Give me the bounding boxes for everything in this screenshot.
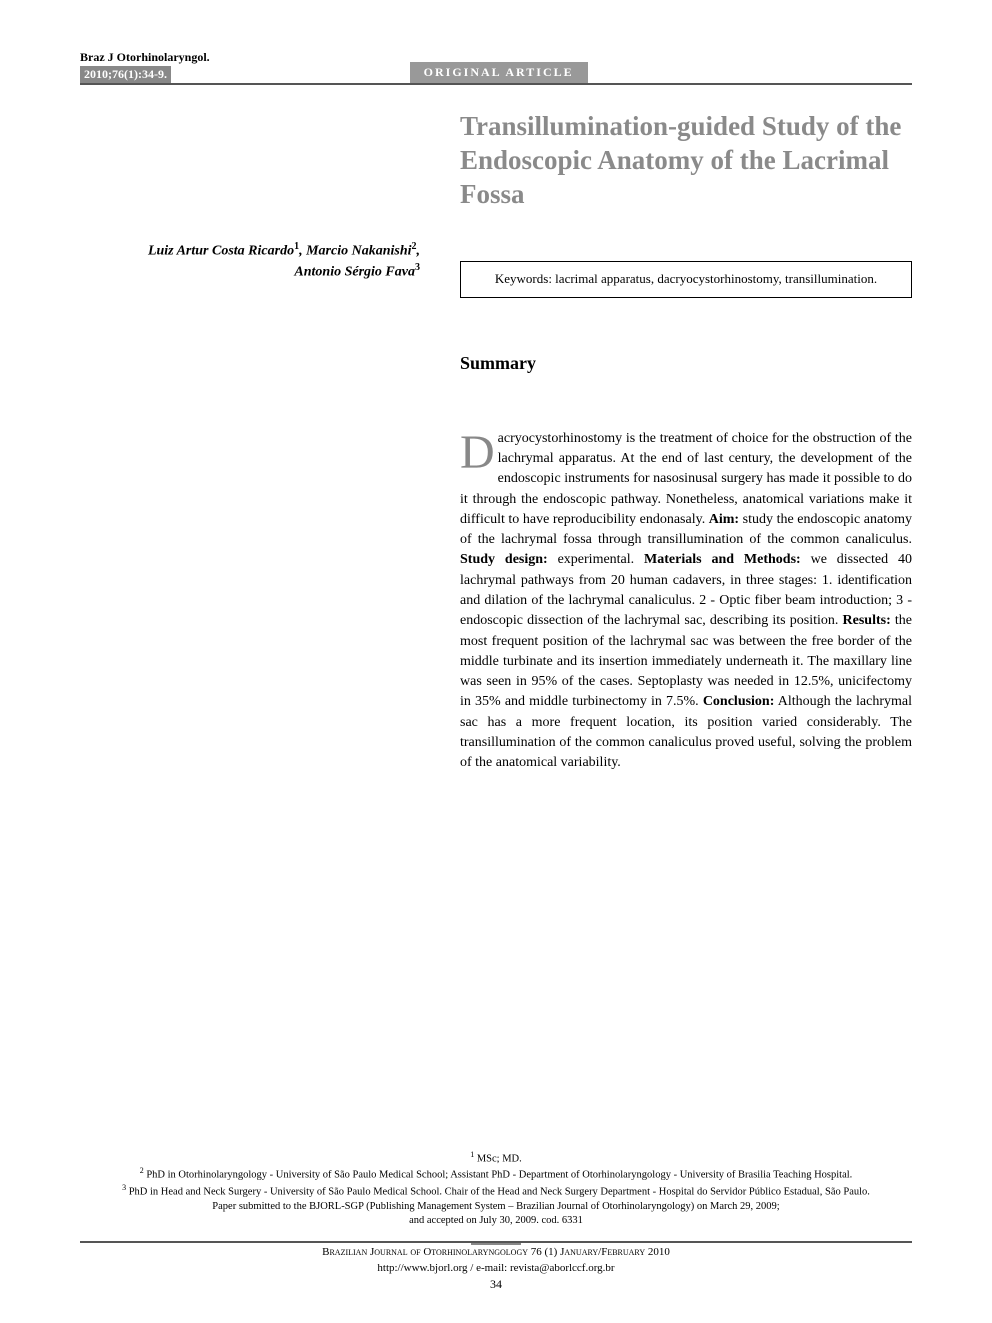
article-type-bar: ORIGINAL ARTICLE — [230, 50, 912, 83]
summary-heading: Summary — [460, 353, 912, 374]
right-column: Transillumination-guided Study of the En… — [460, 110, 912, 773]
summary-body: Dacryocystorhinostomy is the treatment o… — [460, 429, 912, 774]
conclusion-label: Conclusion: — [703, 694, 775, 709]
journal-reference: Braz J Otorhinolaryngol. 2010;76(1):34-9… — [80, 50, 230, 83]
footnote-2: 2 PhD in Otorhinolaryngology - Universit… — [80, 1166, 912, 1183]
author-2: Marcio Nakanishi — [306, 244, 411, 259]
design-text: experimental. — [548, 552, 644, 567]
footer-rule — [80, 1241, 912, 1243]
header-bar: Braz J Otorhinolaryngol. 2010;76(1):34-9… — [80, 50, 912, 85]
footnote-1-text: MSc; MD. — [474, 1153, 522, 1164]
footer-url-line: http://www.bjorl.org / e-mail: revista@a… — [80, 1261, 912, 1276]
journal-citation: 2010;76(1):34-9. — [80, 66, 171, 84]
aim-label: Aim: — [709, 512, 739, 527]
footnote-acceptance: and accepted on July 30, 2009. cod. 6331 — [80, 1214, 912, 1228]
footnote-submission: Paper submitted to the BJORL-SGP (Publis… — [80, 1200, 912, 1214]
footer-journal-line: Brazilian Journal of Otorhinolaryngology… — [80, 1245, 912, 1260]
author-3-affil: 3 — [415, 262, 420, 273]
methods-label: Materials and Methods: — [644, 552, 801, 567]
footnote-2-text: PhD in Otorhinolaryngology - University … — [144, 1170, 853, 1181]
footnote-1: 1 MSc; MD. — [80, 1150, 912, 1167]
footnotes: 1 MSc; MD. 2 PhD in Otorhinolaryngology … — [80, 1150, 912, 1228]
footnote-3-text: PhD in Head and Neck Surgery - Universit… — [126, 1186, 870, 1197]
author-3: Antonio Sérgio Fava — [294, 265, 415, 280]
page-number: 34 — [80, 1276, 912, 1293]
author-sep-2: , — [417, 244, 421, 259]
left-column: Luiz Artur Costa Ricardo1, Marcio Nakani… — [80, 110, 420, 773]
article-title: Transillumination-guided Study of the En… — [460, 110, 912, 211]
content-columns: Luiz Artur Costa Ricardo1, Marcio Nakani… — [80, 110, 912, 773]
article-type-label: ORIGINAL ARTICLE — [410, 62, 588, 83]
results-label: Results: — [843, 613, 891, 628]
footnote-3: 3 PhD in Head and Neck Surgery - Univers… — [80, 1183, 912, 1200]
page: Braz J Otorhinolaryngol. 2010;76(1):34-9… — [0, 0, 992, 1323]
design-label: Study design: — [460, 552, 548, 567]
dropcap: D — [460, 429, 498, 474]
footer: Brazilian Journal of Otorhinolaryngology… — [80, 1245, 912, 1293]
author-1: Luiz Artur Costa Ricardo — [148, 244, 294, 259]
authors-block: Luiz Artur Costa Ricardo1, Marcio Nakani… — [80, 240, 420, 283]
journal-name: Braz J Otorhinolaryngol. — [80, 50, 210, 66]
keywords-box: Keywords: lacrimal apparatus, dacryocyst… — [460, 261, 912, 297]
